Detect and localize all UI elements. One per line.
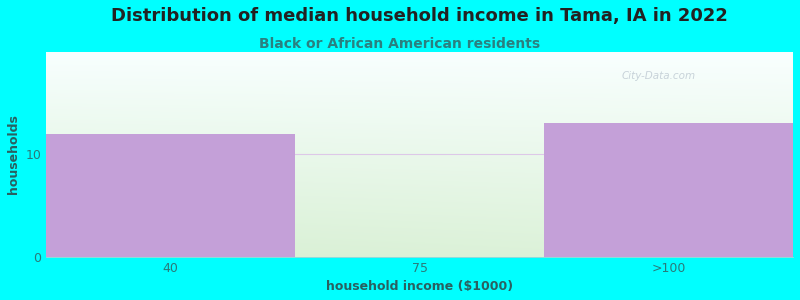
Bar	[544, 123, 793, 256]
Text: Black or African American residents: Black or African American residents	[259, 37, 541, 50]
X-axis label: household income ($1000): household income ($1000)	[326, 280, 514, 293]
Title: Distribution of median household income in Tama, IA in 2022: Distribution of median household income …	[111, 7, 728, 25]
Text: City-Data.com: City-Data.com	[622, 71, 696, 81]
Y-axis label: households: households	[7, 114, 20, 194]
Bar	[46, 134, 295, 256]
